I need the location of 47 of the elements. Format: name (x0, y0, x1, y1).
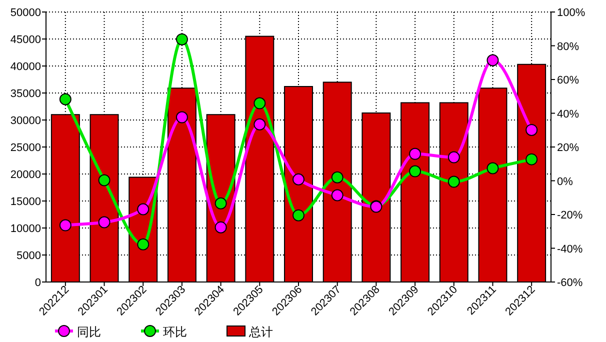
point (176, 33, 188, 46)
y2-tick-label: 60% (557, 74, 580, 86)
point (214, 197, 227, 210)
point (176, 111, 188, 124)
point (526, 124, 538, 136)
y2-tick-label: 40% (557, 108, 580, 120)
point (214, 221, 227, 234)
point (486, 54, 499, 66)
point (409, 148, 422, 160)
point (254, 118, 266, 130)
point (526, 153, 538, 166)
y-tick-label: 20000 (10, 169, 41, 181)
point (292, 173, 304, 186)
point (409, 165, 422, 178)
y2-tick-label: 80% (557, 40, 580, 53)
point (137, 203, 150, 216)
y-tick-label: 10000 (10, 223, 41, 235)
point (292, 209, 304, 222)
y-tick-label: 45000 (10, 34, 41, 46)
legend-label: 环比 (163, 325, 187, 339)
y-tick-label: 35000 (10, 88, 41, 100)
y2-tick-label: -60% (557, 277, 583, 289)
point (448, 176, 460, 188)
y-tick-label: 25000 (10, 142, 41, 154)
y2-tick-label: -40% (557, 243, 583, 256)
y-tick-label: 15000 (10, 196, 41, 208)
point (59, 219, 72, 232)
y-tick-label: 50000 (10, 7, 41, 19)
y2-tick-label: 100% (557, 7, 586, 19)
y-tick-label: 30000 (10, 115, 41, 127)
point (59, 93, 72, 106)
y2-tick-label: 20% (557, 142, 580, 154)
y-tick-label: 40000 (10, 61, 41, 73)
y-tick-label: 0 (34, 277, 41, 289)
legend-label: 总计 (248, 325, 273, 339)
point (486, 162, 499, 174)
y-tick-label: 5000 (16, 250, 41, 262)
point (98, 174, 110, 186)
y2-tick-label: 0% (557, 176, 574, 188)
point (98, 216, 110, 228)
point (331, 189, 344, 202)
y2-tick-label: -20% (557, 210, 583, 222)
point (331, 171, 344, 184)
point (448, 151, 460, 164)
legend-label: 同比 (77, 325, 101, 339)
point (254, 97, 266, 110)
point (137, 238, 150, 250)
